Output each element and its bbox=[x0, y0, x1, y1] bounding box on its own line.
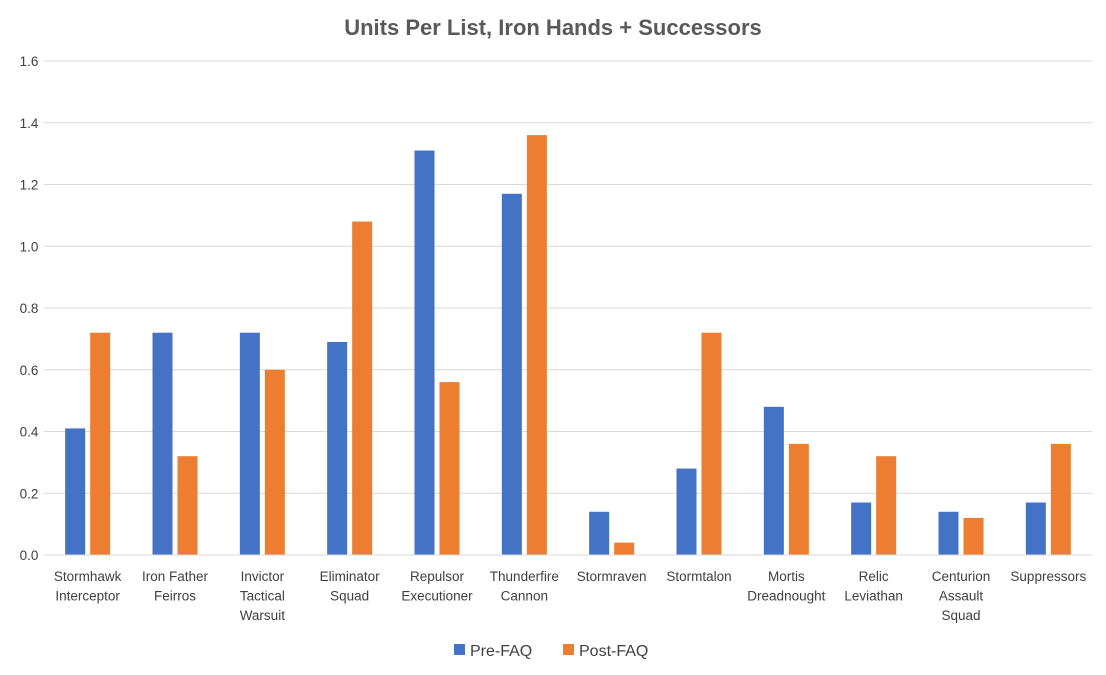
bar-post-faq bbox=[876, 456, 897, 555]
x-category-label: Cannon bbox=[501, 589, 548, 604]
bar-post-faq bbox=[264, 369, 285, 555]
bar-pre-faq bbox=[65, 428, 86, 555]
x-category-label: Invictor bbox=[241, 569, 285, 584]
x-axis-categories: Stormhawk Interceptor Iron Father Feirros In… bbox=[54, 569, 1087, 623]
x-category-label: Repulsor bbox=[410, 569, 465, 584]
x-category-label: Stormraven bbox=[577, 569, 647, 584]
legend-label-post-faq: Post-FAQ bbox=[579, 643, 648, 660]
y-tick-label: 0.2 bbox=[20, 486, 39, 501]
x-category-label: Suppressors bbox=[1010, 569, 1086, 584]
y-tick-label: 0.4 bbox=[20, 425, 39, 440]
chart-title: Units Per List, Iron Hands + Successors bbox=[344, 15, 762, 40]
y-tick-label: 1.6 bbox=[20, 54, 39, 69]
y-tick-label: 0.8 bbox=[20, 301, 39, 316]
bar-post-faq bbox=[90, 332, 111, 555]
legend-label-pre-faq: Pre-FAQ bbox=[470, 643, 532, 660]
x-category-label: Tactical bbox=[240, 589, 285, 604]
bar-pre-faq bbox=[1025, 502, 1046, 555]
bars bbox=[65, 135, 1071, 556]
x-category-label: Squad bbox=[941, 608, 980, 623]
y-tick-label: 1.0 bbox=[20, 239, 39, 254]
x-category-label: Dreadnought bbox=[747, 589, 825, 604]
bar-post-faq bbox=[352, 221, 373, 556]
bar-post-faq bbox=[963, 517, 984, 555]
y-axis-ticks: 0.0 0.2 0.4 0.6 0.8 1.0 1.2 1.4 1.6 bbox=[20, 54, 39, 563]
x-category-label: Centurion bbox=[932, 569, 991, 584]
bar-post-faq bbox=[701, 332, 722, 555]
x-category-label: Mortis bbox=[768, 569, 805, 584]
x-category-label: Iron Father bbox=[142, 569, 209, 584]
gridlines bbox=[44, 60, 1092, 494]
x-category-label: Feirros bbox=[154, 589, 196, 604]
bar-pre-faq bbox=[414, 150, 435, 555]
bar-pre-faq bbox=[589, 511, 610, 555]
bar-pre-faq bbox=[676, 468, 697, 555]
x-category-label: Thunderfire bbox=[490, 569, 559, 584]
y-tick-label: 0.0 bbox=[20, 548, 39, 563]
bar-pre-faq bbox=[327, 341, 348, 555]
bar-post-faq bbox=[614, 542, 635, 555]
x-category-label: Leviathan bbox=[844, 589, 903, 604]
legend: Pre-FAQ Post-FAQ bbox=[454, 643, 648, 660]
bar-pre-faq bbox=[152, 332, 173, 555]
bar-post-faq bbox=[1050, 443, 1071, 555]
bar-pre-faq bbox=[501, 193, 522, 555]
x-category-label: Assault bbox=[939, 589, 984, 604]
x-category-label: Stormtalon bbox=[666, 569, 731, 584]
bar-post-faq bbox=[788, 443, 809, 555]
x-category-label: Relic bbox=[859, 569, 889, 584]
y-tick-label: 0.6 bbox=[20, 363, 39, 378]
bar-post-faq bbox=[177, 456, 198, 555]
y-tick-label: 1.2 bbox=[20, 178, 39, 193]
bar-pre-faq bbox=[239, 332, 260, 555]
bar-post-faq bbox=[526, 135, 547, 555]
bar-pre-faq bbox=[938, 511, 959, 555]
x-category-label: Squad bbox=[330, 589, 369, 604]
x-category-label: Stormhawk bbox=[54, 569, 122, 584]
bar-pre-faq bbox=[851, 502, 872, 555]
x-category-label: Warsuit bbox=[240, 608, 286, 623]
bar-pre-faq bbox=[763, 406, 784, 555]
y-tick-label: 1.4 bbox=[20, 116, 39, 131]
x-category-label: Executioner bbox=[401, 589, 473, 604]
bar-post-faq bbox=[439, 382, 460, 555]
x-category-label: Eliminator bbox=[320, 569, 381, 584]
legend-swatch-pre-faq bbox=[454, 644, 465, 655]
legend-swatch-post-faq bbox=[563, 644, 574, 655]
x-category-label: Interceptor bbox=[55, 589, 120, 604]
